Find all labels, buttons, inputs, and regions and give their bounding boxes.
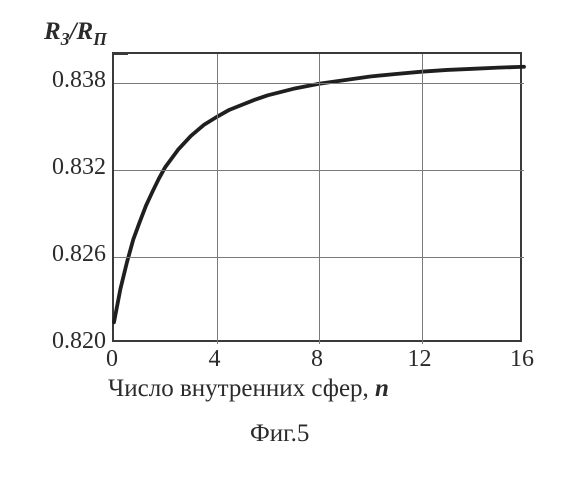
grid-vline	[217, 54, 218, 344]
figure-caption: Фиг.5	[250, 420, 309, 448]
x-axis-title-var: n	[375, 375, 389, 402]
grid-vline	[319, 54, 320, 344]
y-axis-title: RЗ/RП	[44, 18, 107, 50]
x-axis-title-prefix: Число внутренних сфер,	[108, 375, 375, 402]
y-tick-label: 0.838	[0, 67, 106, 94]
x-tick-label: 12	[400, 346, 440, 373]
y-tick-label: 0.820	[0, 328, 106, 355]
figure-container: RЗ/RП Число внутренних сфер, n Фиг.5 048…	[0, 0, 570, 500]
plot-area	[112, 52, 522, 342]
grid-vline	[422, 54, 423, 344]
x-tick-label: 4	[195, 346, 235, 373]
y-tick-label: 0.832	[0, 154, 106, 181]
x-axis-title: Число внутренних сфер, n	[108, 375, 389, 403]
y-axis-title-text: RЗ/RП	[44, 18, 107, 45]
y-top-short-tick	[114, 53, 128, 55]
y-tick-label: 0.826	[0, 241, 106, 268]
grid-hline	[114, 83, 524, 84]
grid-hline	[114, 170, 524, 171]
x-tick-label: 8	[297, 346, 337, 373]
grid-hline	[114, 257, 524, 258]
x-tick-label: 16	[502, 346, 542, 373]
